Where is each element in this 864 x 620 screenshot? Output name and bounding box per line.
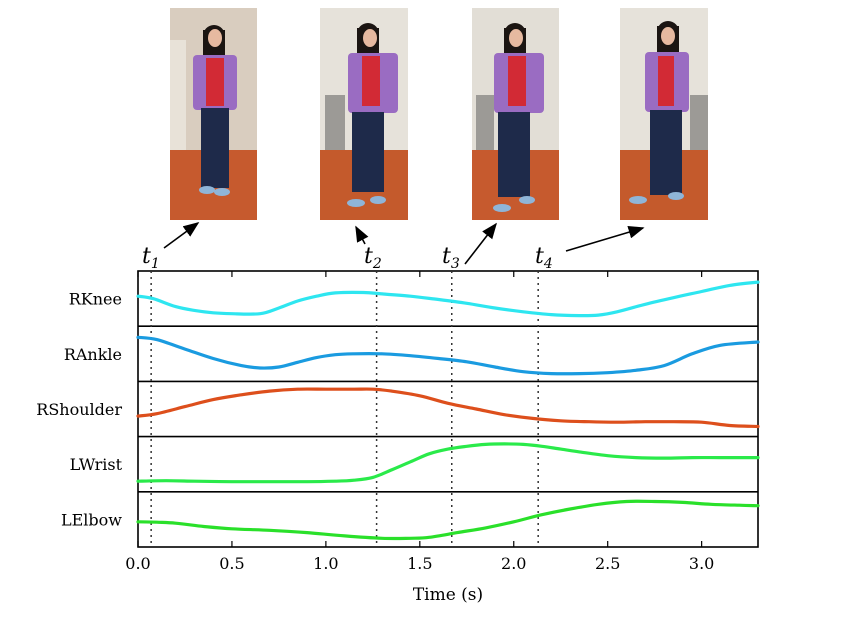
x-tick-label: 2.0 bbox=[501, 554, 526, 573]
series-label-lelbow: LElbow bbox=[61, 510, 122, 529]
photo-frame-2 bbox=[320, 8, 408, 220]
series-line-rknee bbox=[136, 280, 760, 318]
series-label-rknee: RKnee bbox=[69, 290, 122, 309]
x-tick-label: 3.0 bbox=[689, 554, 714, 573]
arrow-t4 bbox=[565, 225, 645, 252]
x-tick-label: 0.0 bbox=[125, 554, 150, 573]
arrow-t2 bbox=[355, 225, 369, 245]
x-tick-label: 0.5 bbox=[219, 554, 244, 573]
series-line-rankle bbox=[136, 335, 760, 376]
photo-frame-1 bbox=[170, 8, 257, 220]
series-label-lwrist: LWrist bbox=[70, 455, 123, 474]
series-line-lelbow bbox=[136, 499, 760, 541]
series-label-rankle: RAnkle bbox=[64, 345, 122, 364]
x-tick-label: 1.5 bbox=[407, 554, 432, 573]
photo-frame-4 bbox=[620, 8, 708, 220]
series-line-rshoulder bbox=[136, 387, 760, 429]
photo-frame-3 bbox=[472, 8, 559, 220]
marker-label-t1: t1 bbox=[142, 244, 160, 272]
series-line-lwrist bbox=[136, 442, 760, 484]
marker-label-t4: t4 bbox=[535, 244, 553, 272]
series-label-rshoulder: RShoulder bbox=[36, 400, 122, 419]
x-tick-label: 1.0 bbox=[313, 554, 338, 573]
x-tick-label: 2.5 bbox=[595, 554, 620, 573]
plot-frame bbox=[137, 270, 759, 548]
marker-label-t2: t2 bbox=[364, 244, 382, 272]
arrow-t1 bbox=[163, 222, 200, 249]
marker-label-t3: t3 bbox=[442, 244, 460, 272]
arrow-t3 bbox=[464, 222, 497, 265]
x-axis-title: Time (s) bbox=[413, 585, 483, 605]
